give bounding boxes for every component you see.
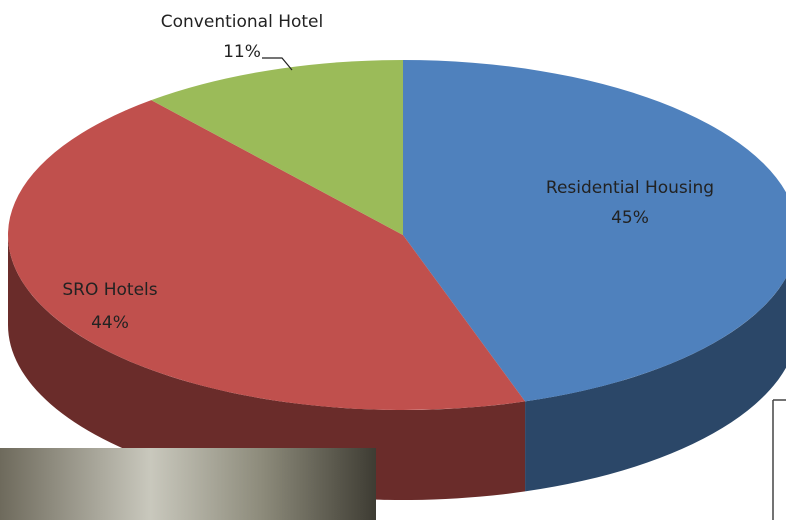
slice-label: SRO Hotels <box>62 280 157 300</box>
slice-value-label: 44% <box>91 313 129 333</box>
photo <box>0 448 376 520</box>
slice-value-label: 11% <box>223 42 261 62</box>
slice-label: Conventional Hotel <box>161 12 323 32</box>
slice-label: Residential Housing <box>546 178 714 198</box>
slice-value-label: 45% <box>611 208 649 228</box>
chart: Residential Housing 45% SRO Hotels 44% Conve… <box>0 0 786 520</box>
